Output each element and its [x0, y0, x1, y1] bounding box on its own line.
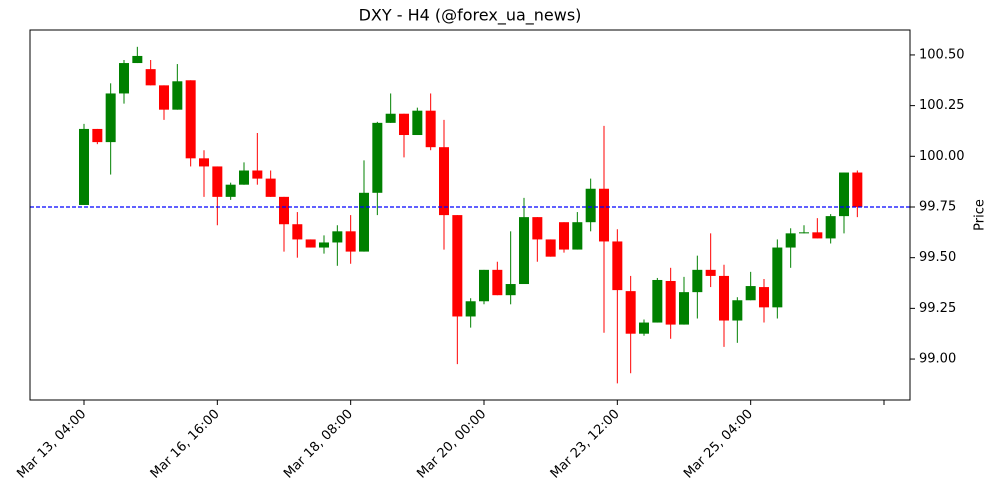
candle-body — [239, 170, 249, 185]
x-tick-label: Mar 18, 08:00 — [281, 407, 356, 482]
candle-body — [745, 286, 756, 301]
candle-body — [492, 269, 503, 296]
chart-title: DXY - H4 (@forex_ua_news) — [359, 6, 582, 26]
candle-body — [479, 269, 489, 302]
candle-body — [812, 232, 823, 239]
candle-body — [692, 269, 703, 293]
candle-body — [172, 81, 183, 110]
candle-body — [145, 69, 156, 86]
candle-body — [759, 287, 769, 308]
x-tick-label: Mar 16, 16:00 — [148, 407, 223, 482]
y-tick-label: 99.00 — [919, 352, 956, 367]
candle-body — [412, 110, 423, 136]
candle-body — [545, 239, 556, 257]
candle-body — [319, 242, 329, 248]
x-tick-label: Mar 13, 04:00 — [14, 407, 89, 482]
y-tick-label: 99.75 — [919, 199, 956, 214]
candle-body — [839, 172, 849, 217]
candle-body — [345, 231, 356, 252]
candle-body — [92, 128, 103, 143]
candle-body — [439, 147, 449, 216]
candle-body — [705, 269, 716, 276]
candle-body — [732, 300, 743, 321]
candle-body — [119, 63, 129, 94]
candle-body — [519, 217, 529, 285]
candle-body — [825, 216, 836, 239]
candle-body — [305, 239, 316, 248]
candle-body — [559, 222, 569, 250]
candle-body — [105, 93, 116, 143]
candle-body — [652, 279, 663, 323]
candle-body — [572, 222, 583, 250]
candle-body — [639, 322, 649, 334]
candle-body — [612, 241, 623, 291]
candle-body — [785, 233, 796, 248]
candle-body — [665, 280, 676, 325]
candle-body — [772, 247, 783, 308]
x-tick-label: Mar 25, 04:00 — [681, 407, 756, 482]
x-tick-label: Mar 23, 12:00 — [548, 407, 623, 482]
candle-body — [252, 170, 263, 179]
candle-body — [279, 196, 289, 225]
y-tick-label: 100.00 — [919, 149, 965, 164]
y-axis-label: Price — [973, 199, 988, 231]
candle-body — [199, 158, 209, 167]
candle-body — [265, 178, 276, 197]
candle-body — [799, 232, 809, 234]
candle-body — [679, 292, 689, 325]
candle-body — [452, 215, 463, 317]
candle-body — [359, 192, 369, 252]
candle-body — [159, 85, 169, 110]
x-tick-label: Mar 20, 00:00 — [414, 407, 489, 482]
candle-body — [79, 128, 89, 205]
candle-body — [185, 80, 196, 159]
candle-body — [599, 188, 609, 242]
candle-body — [132, 55, 143, 64]
candle-body — [625, 291, 636, 334]
candle-body — [212, 166, 223, 197]
candle-body — [532, 217, 543, 240]
candle-body — [852, 172, 863, 207]
y-tick-label: 100.25 — [919, 98, 965, 113]
candle-body — [292, 224, 303, 240]
plot-frame — [29, 29, 911, 401]
candle-body — [719, 275, 729, 321]
candle-body — [225, 184, 236, 197]
candle-body — [399, 113, 409, 136]
y-tick-label: 99.25 — [919, 301, 956, 316]
y-tick-label: 100.50 — [919, 47, 965, 62]
candle-body — [425, 110, 436, 148]
y-tick-label: 99.50 — [919, 250, 956, 265]
candle-body — [465, 301, 476, 317]
candle-body — [332, 231, 343, 243]
candle-body — [385, 113, 396, 123]
candle-body — [505, 284, 516, 296]
candle-body — [585, 188, 596, 223]
candle-body — [372, 122, 383, 193]
